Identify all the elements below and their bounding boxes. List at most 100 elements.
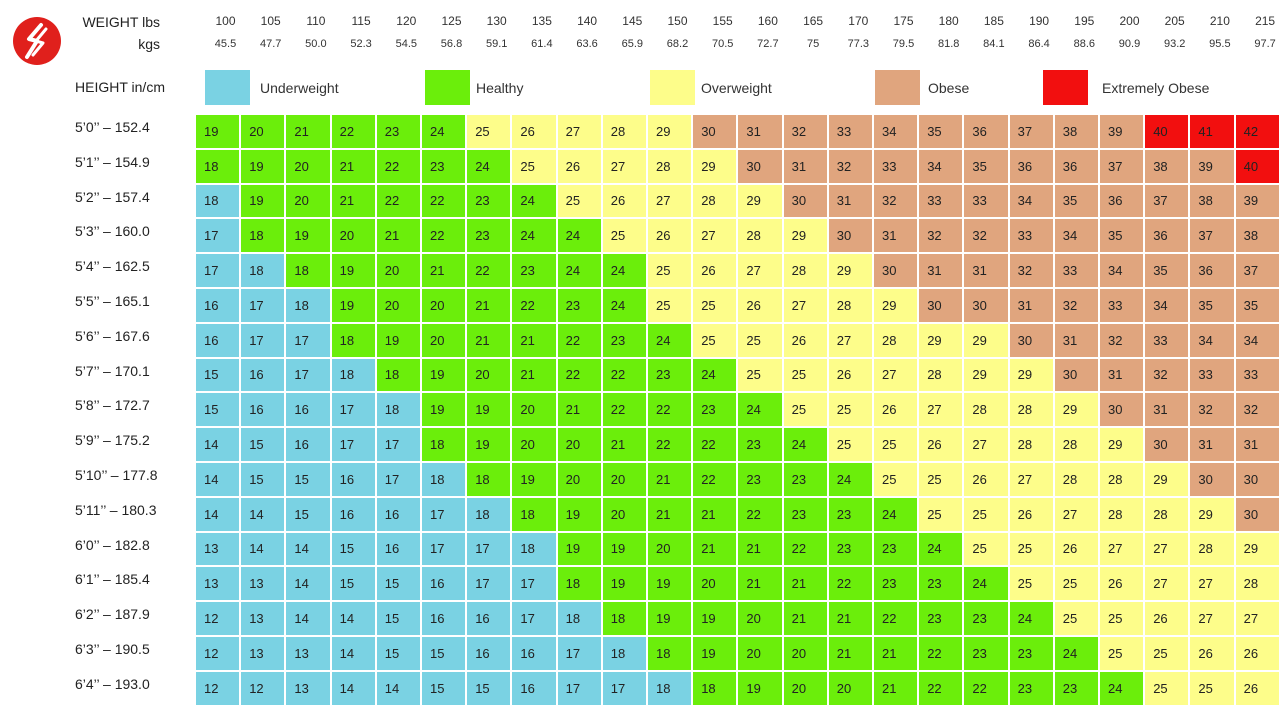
- bmi-cell: 31: [918, 253, 964, 288]
- bmi-cell: 15: [330, 531, 376, 567]
- bmi-cell: 14: [195, 462, 241, 497]
- legend-label-obese: Obese: [928, 80, 970, 96]
- bmi-cell: 19: [195, 114, 241, 149]
- bmi-cell: 14: [240, 496, 286, 532]
- bmi-cell: 25: [647, 253, 693, 288]
- bmi-cell: 21: [511, 322, 557, 358]
- bmi-cell: 39: [1099, 114, 1145, 149]
- weight-kgs-tick: 79.5: [892, 38, 915, 50]
- bmi-cell: 18: [466, 496, 512, 532]
- bmi-cell: 15: [466, 670, 512, 706]
- bmi-cell: 16: [466, 636, 512, 671]
- weight-lbs-tick: 175: [893, 14, 914, 28]
- bmi-cell: 30: [737, 148, 783, 184]
- bmi-cell: 20: [375, 288, 421, 323]
- height-label: 5’7’’ – 170.1: [75, 362, 150, 379]
- weight-lbs-tick: 140: [577, 14, 598, 28]
- bmi-cell: 13: [285, 670, 331, 706]
- bmi-cell: 20: [285, 148, 331, 184]
- height-label: 5’1’’ – 154.9: [75, 153, 150, 170]
- bmi-cell: 24: [511, 183, 557, 219]
- bmi-cell: 28: [1008, 392, 1054, 428]
- bmi-cell: 20: [511, 392, 557, 428]
- bmi-cell: 41: [1189, 114, 1235, 149]
- bmi-cell: 17: [556, 636, 602, 671]
- bmi-cell: 18: [195, 148, 241, 184]
- weight-lbs-tick: 120: [396, 14, 417, 28]
- bmi-cell: 17: [285, 357, 331, 393]
- bmi-cell: 17: [330, 427, 376, 462]
- bmi-cell: 25: [1189, 670, 1235, 706]
- weight-kgs-tick: 88.6: [1073, 38, 1095, 50]
- bmi-cell: 29: [692, 148, 738, 184]
- bmi-cell: 22: [375, 148, 421, 184]
- weight-lbs-tick: 110: [306, 14, 326, 28]
- height-label: 5’8’’ – 172.7: [75, 397, 150, 414]
- bmi-cell: 27: [1234, 601, 1280, 636]
- bmi-cell: 27: [737, 253, 783, 288]
- bmi-cell: 16: [511, 636, 557, 671]
- bmi-cell: 35: [1099, 218, 1145, 254]
- bmi-cell: 27: [1053, 496, 1099, 532]
- bmi-cell: 26: [1053, 531, 1099, 567]
- weight-lbs-tick: 165: [803, 14, 824, 28]
- bmi-cell: 26: [647, 218, 693, 254]
- bmi-cell: 25: [873, 462, 919, 497]
- weight-kgs-tick: 68.2: [666, 38, 689, 50]
- bmi-cell: 24: [1008, 601, 1054, 636]
- bmi-cell: 29: [647, 114, 693, 149]
- height-label: 5’5’’ – 165.1: [75, 293, 150, 309]
- weight-kgs-tick: 77.3: [847, 38, 869, 50]
- bmi-cell: 26: [1234, 636, 1280, 671]
- bmi-cell: 23: [918, 566, 964, 602]
- bmi-cell: 20: [827, 670, 873, 706]
- bmi-cell: 39: [1234, 183, 1280, 219]
- weight-kgs-tick: 86.4: [1028, 38, 1050, 50]
- bmi-cell: 28: [963, 392, 1009, 428]
- bmi-cell: 37: [1099, 148, 1145, 184]
- bmi-cell: 28: [647, 148, 693, 184]
- bmi-cell: 36: [1189, 253, 1235, 288]
- bmi-cell: 25: [1099, 636, 1145, 671]
- weight-lbs-tick: 160: [757, 14, 778, 28]
- bmi-cell: 19: [330, 253, 376, 288]
- height-label: 6’3’’ – 190.5: [75, 641, 150, 657]
- bmi-cell: 25: [782, 392, 828, 428]
- height-label: 5’4’’ – 162.5: [75, 258, 150, 275]
- bmi-cell: 19: [556, 496, 602, 532]
- bmi-cell: 19: [737, 670, 783, 706]
- bmi-cell: 16: [421, 566, 467, 602]
- bmi-cell: 31: [737, 114, 783, 149]
- bmi-cell: 18: [692, 670, 738, 706]
- bmi-cell: 20: [556, 427, 602, 462]
- bmi-cell: 24: [782, 427, 828, 462]
- bmi-cell: 31: [782, 148, 828, 184]
- bmi-cell: 13: [195, 531, 241, 567]
- bmi-cell: 20: [330, 218, 376, 254]
- bmi-cell: 23: [556, 288, 602, 323]
- bmi-cell: 28: [827, 288, 873, 323]
- bmi-cell: 38: [1144, 148, 1190, 184]
- bmi-cell: 15: [285, 496, 331, 532]
- bmi-cell: 25: [963, 531, 1009, 567]
- bmi-cell: 14: [285, 601, 331, 636]
- bmi-cell: 20: [601, 462, 647, 497]
- legend-label-under: Underweight: [260, 80, 339, 96]
- bmi-cell: 22: [601, 392, 647, 428]
- bmi-cell: 25: [1144, 636, 1190, 671]
- bmi-cell: 29: [963, 357, 1009, 393]
- weight-lbs-tick: 155: [712, 14, 733, 28]
- bmi-cell: 18: [285, 253, 331, 288]
- bmi-cell: 26: [963, 462, 1009, 497]
- bmi-cell: 24: [647, 322, 693, 358]
- bmi-cell: 26: [873, 392, 919, 428]
- bmi-cell: 17: [375, 427, 421, 462]
- weight-lbs-tick: 215: [1255, 14, 1276, 28]
- bmi-cell: 15: [285, 462, 331, 497]
- bmi-cell: 16: [375, 531, 421, 567]
- bmi-cell: 26: [827, 357, 873, 393]
- bmi-cell: 23: [692, 392, 738, 428]
- bmi-cell: 25: [466, 114, 512, 149]
- bmi-cell: 21: [601, 427, 647, 462]
- bmi-cell: 27: [601, 148, 647, 184]
